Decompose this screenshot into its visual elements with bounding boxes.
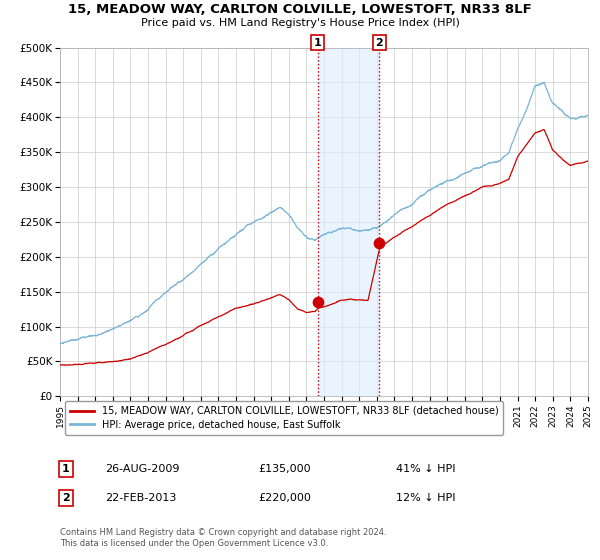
Text: 12% ↓ HPI: 12% ↓ HPI — [396, 493, 455, 503]
Text: 26-AUG-2009: 26-AUG-2009 — [105, 464, 179, 474]
Text: 1: 1 — [314, 38, 322, 48]
Bar — [318, 48, 379, 396]
Text: 2: 2 — [62, 493, 70, 503]
Text: £220,000: £220,000 — [258, 493, 311, 503]
Text: 1: 1 — [62, 464, 70, 474]
Point — [313, 298, 323, 307]
Text: Contains HM Land Registry data © Crown copyright and database right 2024.
This d: Contains HM Land Registry data © Crown c… — [60, 528, 386, 548]
Text: 15, MEADOW WAY, CARLTON COLVILLE, LOWESTOFT, NR33 8LF: 15, MEADOW WAY, CARLTON COLVILLE, LOWEST… — [68, 3, 532, 16]
Text: 41% ↓ HPI: 41% ↓ HPI — [396, 464, 455, 474]
Text: 2: 2 — [376, 38, 383, 48]
Legend: 15, MEADOW WAY, CARLTON COLVILLE, LOWESTOFT, NR33 8LF (detached house), HPI: Ave: 15, MEADOW WAY, CARLTON COLVILLE, LOWEST… — [65, 401, 503, 435]
Text: 22-FEB-2013: 22-FEB-2013 — [105, 493, 176, 503]
Point — [374, 239, 384, 248]
Text: Price paid vs. HM Land Registry's House Price Index (HPI): Price paid vs. HM Land Registry's House … — [140, 18, 460, 29]
Text: £135,000: £135,000 — [258, 464, 311, 474]
